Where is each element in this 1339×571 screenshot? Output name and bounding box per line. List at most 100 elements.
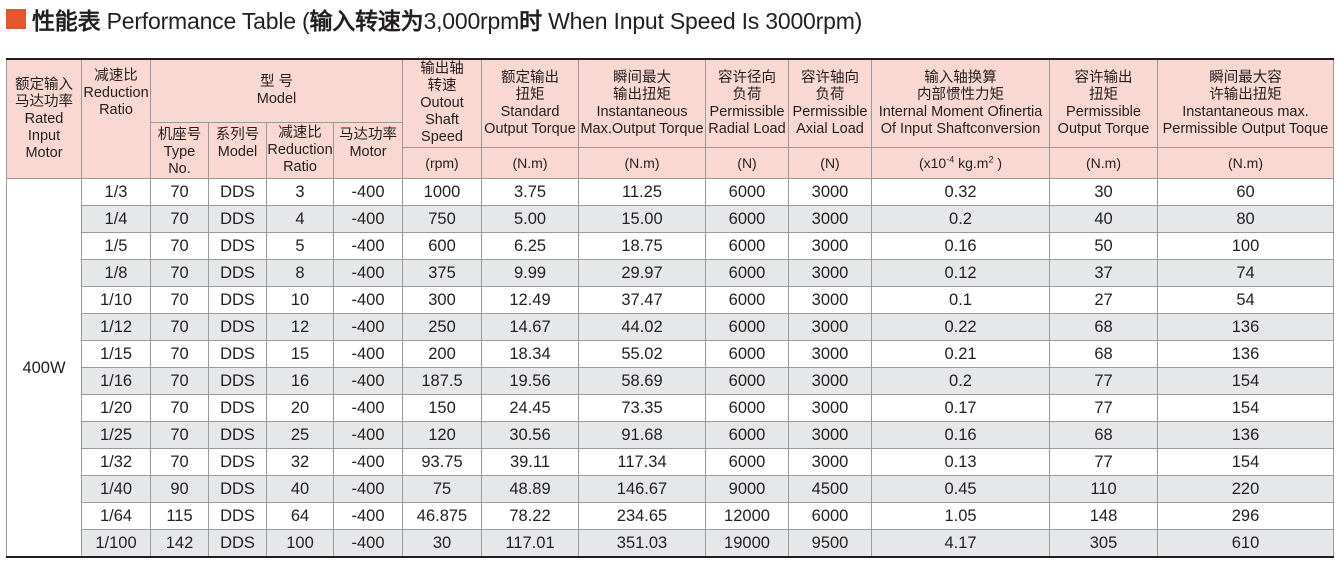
cell-max-torque: 11.25 <box>578 178 706 206</box>
cell-perm-torque: 110 <box>1049 475 1158 503</box>
header-inertia: 输入轴换算 内部惯性力矩 Internal Moment Ofinertia Of I… <box>871 58 1050 148</box>
cell-frame: 115 <box>150 502 209 530</box>
cell-speed: 200 <box>402 340 482 368</box>
cell-motor: -400 <box>333 259 403 287</box>
cell-reduction: 20 <box>266 394 334 422</box>
cell-max-torque: 55.02 <box>578 340 706 368</box>
cell-perm-max-torque: 74 <box>1157 259 1334 287</box>
cell-radial-load: 12000 <box>705 502 789 530</box>
cell-std-torque: 5.00 <box>481 205 579 233</box>
cell-frame: 70 <box>150 259 209 287</box>
cell-axial-load: 4500 <box>788 475 872 503</box>
table-row: 1/40 90 DDS 40 -400 75 48.89 146.67 9000 4500 0.45… <box>7 475 1334 503</box>
cell-radial-load: 6000 <box>705 313 789 341</box>
cell-inertia: 0.2 <box>871 205 1050 233</box>
cell-radial-load: 6000 <box>705 232 789 260</box>
cell-axial-load: 9500 <box>788 529 872 558</box>
header-radial-load: 容许径向 负荷 Permissible Radial Load <box>705 58 789 148</box>
cell-axial-load: 3000 <box>788 421 872 449</box>
cell-frame: 70 <box>150 178 209 206</box>
cell-series: DDS <box>208 286 267 314</box>
unit-radial: (N) <box>705 147 789 179</box>
motor-power-cell: 400W <box>6 178 82 558</box>
cell-perm-torque: 30 <box>1049 178 1158 206</box>
cell-inertia: 0.32 <box>871 178 1050 206</box>
cell-max-torque: 44.02 <box>578 313 706 341</box>
cell-reduction: 4 <box>266 205 334 233</box>
cell-series: DDS <box>208 259 267 287</box>
cell-reduction: 32 <box>266 448 334 476</box>
cell-reduction: 25 <box>266 421 334 449</box>
cell-axial-load: 3000 <box>788 232 872 260</box>
header-series: 系列号 Model <box>208 122 267 179</box>
cell-series: DDS <box>208 313 267 341</box>
table-row: 1/25 70 DDS 25 -400 120 30.56 91.68 6000 3000 0.16… <box>7 421 1334 449</box>
cell-series: DDS <box>208 421 267 449</box>
cell-radial-load: 6000 <box>705 259 789 287</box>
cell-reduction: 100 <box>266 529 334 558</box>
cell-reduction: 16 <box>266 367 334 395</box>
table-row: 400W 1/3 70 DDS 3 -400 1000 3.75 11.25 6000 3000 0.… <box>6 178 1334 558</box>
cell-ratio: 1/64 <box>81 502 151 530</box>
cell-speed: 1000 <box>402 178 482 206</box>
cell-speed: 93.75 <box>402 448 482 476</box>
cell-perm-torque: 40 <box>1049 205 1158 233</box>
header-standard-torque: 额定输出 扭矩 Standard Output Torque <box>481 58 579 148</box>
cell-axial-load: 3000 <box>788 313 872 341</box>
cell-inertia: 0.13 <box>871 448 1050 476</box>
cell-radial-load: 6000 <box>705 286 789 314</box>
cell-motor: -400 <box>333 529 403 558</box>
cell-std-torque: 39.11 <box>481 448 579 476</box>
cell-max-torque: 58.69 <box>578 367 706 395</box>
cell-inertia: 1.05 <box>871 502 1050 530</box>
cell-reduction: 5 <box>266 232 334 260</box>
unit-max-torque: (N.m) <box>578 147 706 179</box>
cell-ratio: 1/3 <box>81 178 151 206</box>
cell-series: DDS <box>208 394 267 422</box>
header-max-torque: 瞬间最大 输出扭矩 Instantaneous Max.Output Torque <box>578 58 706 148</box>
cell-axial-load: 3000 <box>788 340 872 368</box>
cell-std-torque: 78.22 <box>481 502 579 530</box>
cell-std-torque: 12.49 <box>481 286 579 314</box>
title-text: 性能表 Performance Table (输入转速为3,000rpm时 Wh… <box>32 8 863 34</box>
cell-inertia: 0.45 <box>871 475 1050 503</box>
header-rated-motor: 额定输入 马达功率 Rated Input Motor <box>6 58 82 179</box>
cell-frame: 70 <box>150 421 209 449</box>
cell-speed: 75 <box>402 475 482 503</box>
cell-std-torque: 3.75 <box>481 178 579 206</box>
table-row: 1/32 70 DDS 32 -400 93.75 39.11 117.34 6000 3000 0… <box>7 448 1334 476</box>
cell-series: DDS <box>208 502 267 530</box>
cell-perm-torque: 27 <box>1049 286 1158 314</box>
cell-motor: -400 <box>333 286 403 314</box>
cell-motor: -400 <box>333 178 403 206</box>
cell-perm-max-torque: 154 <box>1157 394 1334 422</box>
cell-perm-torque: 68 <box>1049 421 1158 449</box>
cell-axial-load: 3000 <box>788 367 872 395</box>
cell-perm-max-torque: 220 <box>1157 475 1334 503</box>
cell-radial-load: 6000 <box>705 205 789 233</box>
cell-radial-load: 6000 <box>705 367 789 395</box>
cell-std-torque: 30.56 <box>481 421 579 449</box>
table-row: 1/15 70 DDS 15 -400 200 18.34 55.02 6000 3000 0.21… <box>7 340 1334 368</box>
cell-ratio: 1/100 <box>81 529 151 558</box>
cell-reduction: 15 <box>266 340 334 368</box>
cell-speed: 375 <box>402 259 482 287</box>
cell-motor: -400 <box>333 502 403 530</box>
cell-axial-load: 3000 <box>788 394 872 422</box>
unit-axial: (N) <box>788 147 872 179</box>
cell-perm-torque: 148 <box>1049 502 1158 530</box>
header-axial-load: 容许轴向 负荷 Permissible Axial Load <box>788 58 872 148</box>
cell-series: DDS <box>208 178 267 206</box>
table-row: 1/4 70 DDS 4 -400 750 5.00 15.00 6000 3000 0.2 40 80 <box>7 205 1334 233</box>
cell-ratio: 1/8 <box>81 259 151 287</box>
cell-frame: 142 <box>150 529 209 558</box>
cell-max-torque: 29.97 <box>578 259 706 287</box>
cell-inertia: 0.2 <box>871 367 1050 395</box>
cell-perm-max-torque: 296 <box>1157 502 1334 530</box>
cell-reduction: 12 <box>266 313 334 341</box>
header-reduction-ratio: 减速比 Reduction Ratio <box>81 58 151 179</box>
cell-max-torque: 18.75 <box>578 232 706 260</box>
cell-perm-torque: 77 <box>1049 448 1158 476</box>
header-frame-no: 机座号 Type No. <box>150 122 209 179</box>
cell-speed: 250 <box>402 313 482 341</box>
